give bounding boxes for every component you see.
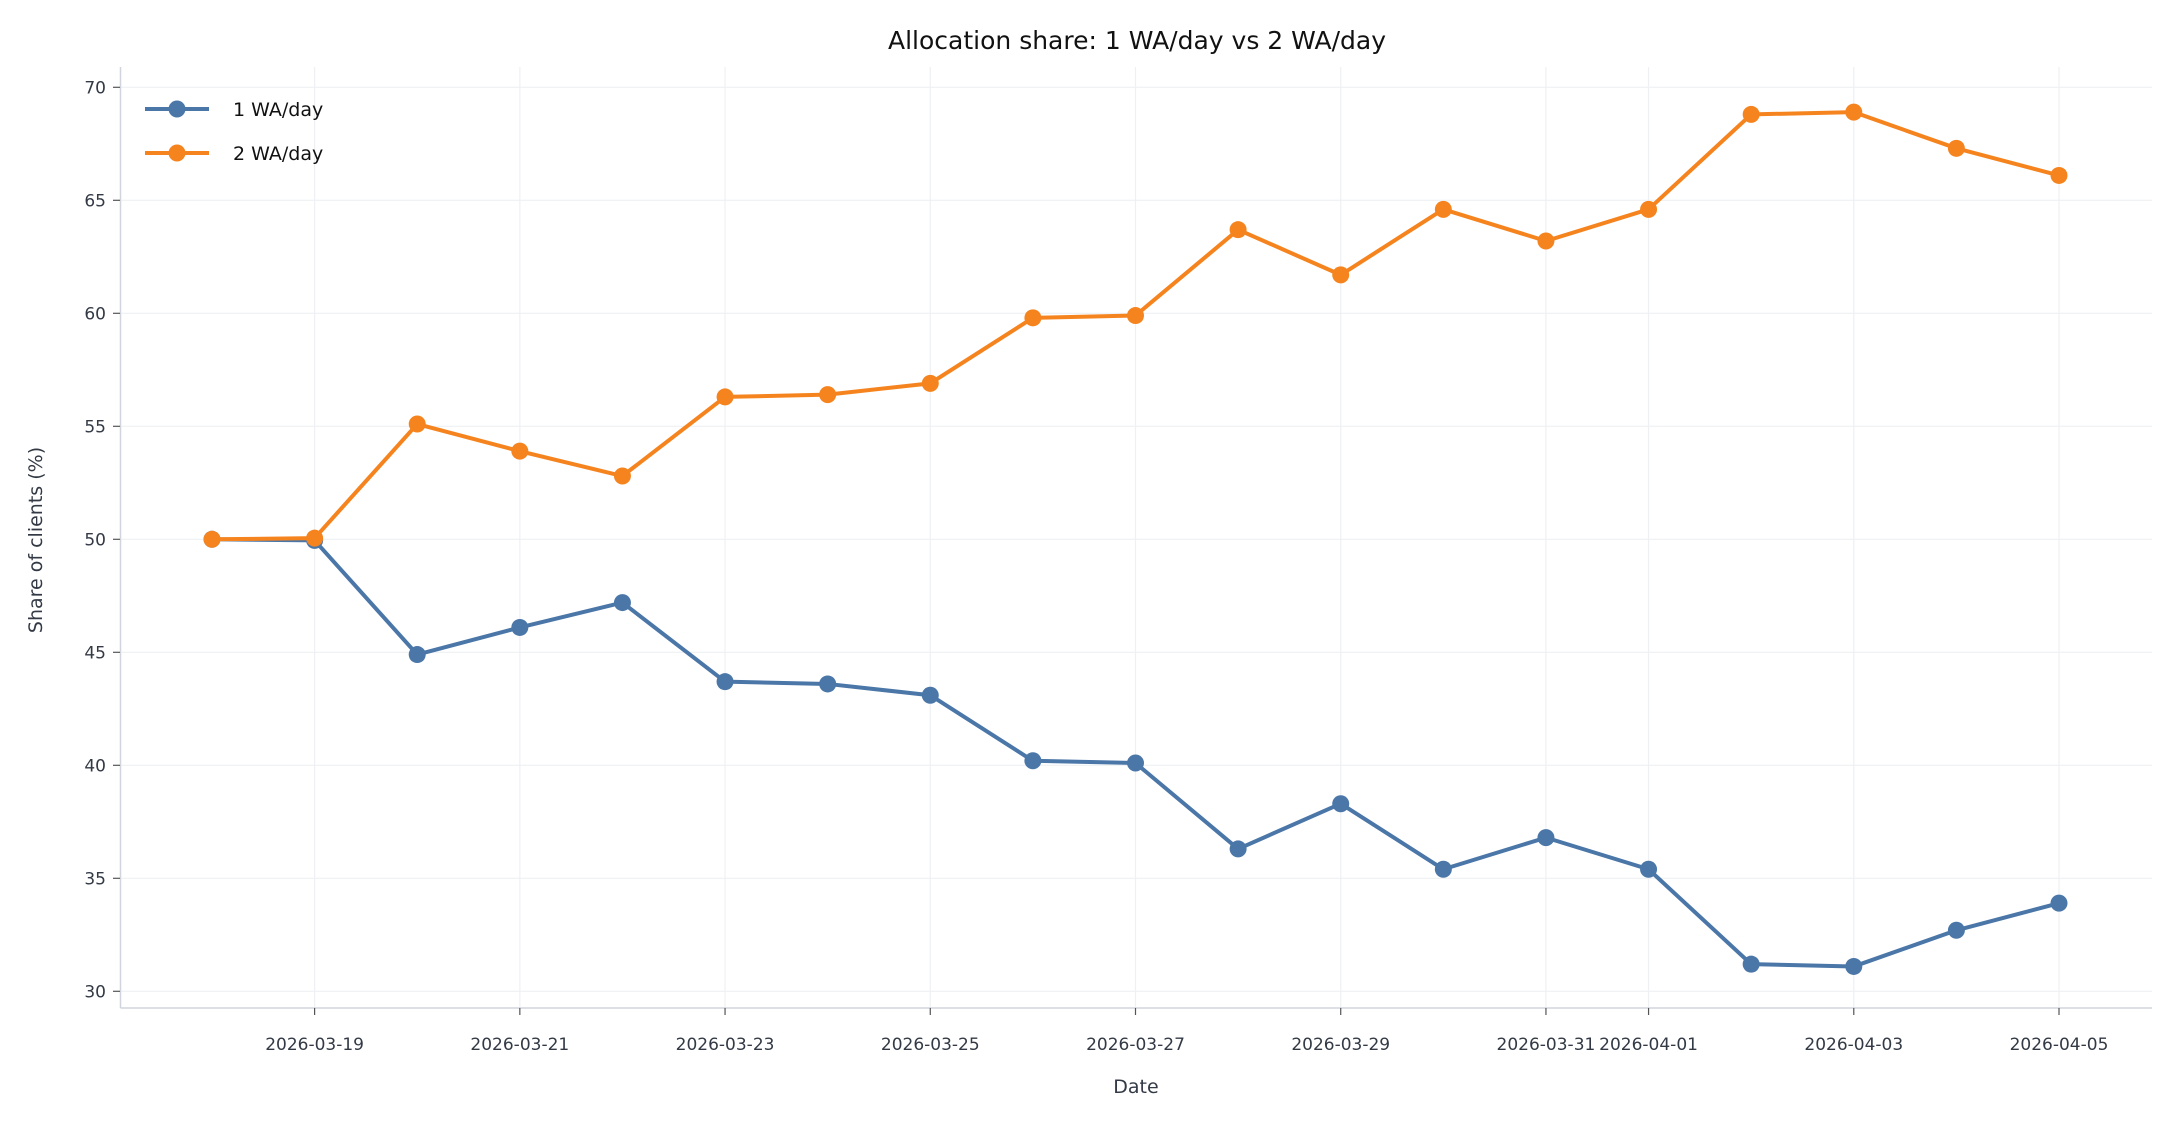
series-1 (203, 530, 2068, 975)
data-point (1845, 957, 1863, 975)
legend-marker (168, 100, 186, 118)
x-tick-label: 2026-04-01 (1599, 1035, 1698, 1055)
data-point (613, 467, 631, 485)
y-tick-label: 65 (84, 191, 106, 211)
y-tick-label: 50 (84, 530, 106, 550)
data-point (1845, 103, 1863, 121)
data-point (1332, 266, 1350, 284)
ticks: 30 35 40 45 50 55 60 65 70 2026-03-19 2026-03-21 20… (84, 78, 2108, 1055)
x-tick-label: 2026-04-03 (1804, 1035, 1903, 1055)
data-point (511, 618, 529, 636)
y-tick-label: 55 (84, 417, 106, 437)
legend-marker (168, 144, 186, 162)
data-point (1434, 200, 1452, 218)
x-tick-label: 2026-03-25 (881, 1035, 980, 1055)
series (203, 103, 2068, 975)
x-tick-label: 2026-03-31 (1497, 1035, 1596, 1055)
data-point (613, 594, 631, 612)
y-tick-label: 45 (84, 643, 106, 663)
data-point (203, 530, 221, 548)
data-point (921, 686, 939, 704)
x-tick-label: 2026-03-23 (676, 1035, 775, 1055)
data-point (2050, 166, 2068, 184)
y-tick-label: 40 (84, 756, 106, 776)
legend-label: 1 WA/day (233, 99, 323, 121)
data-point (511, 442, 529, 460)
data-point (408, 415, 426, 433)
data-point (1024, 752, 1042, 770)
data-point (1127, 307, 1144, 325)
y-tick-label: 60 (84, 304, 106, 324)
x-tick-label: 2026-03-19 (265, 1035, 364, 1055)
x-axis-label: Date (1113, 1076, 1158, 1098)
data-point (921, 374, 939, 392)
data-point (1024, 309, 1042, 327)
data-point (1947, 139, 1965, 157)
data-point (1332, 795, 1350, 813)
data-point (819, 675, 837, 693)
y-tick-label: 30 (84, 982, 106, 1002)
data-point (1742, 105, 1760, 123)
y-tick-label: 35 (84, 869, 106, 889)
data-point (1537, 829, 1555, 847)
chart-title: Allocation share: 1 WA/day vs 2 WA/day (888, 26, 1386, 55)
legend: 1 WA/day 2 WA/day (145, 99, 323, 165)
x-tick-label: 2026-03-29 (1291, 1035, 1390, 1055)
x-tick-label: 2026-04-05 (2010, 1035, 2109, 1055)
x-tick-label: 2026-03-21 (470, 1035, 569, 1055)
y-axis-label: Share of clients (%) (25, 447, 47, 633)
data-point (306, 529, 324, 547)
y-tick-label: 70 (84, 78, 106, 98)
x-tick-label: 2026-03-27 (1086, 1035, 1185, 1055)
legend-label: 2 WA/day (233, 143, 323, 165)
data-point (716, 388, 734, 406)
data-point (1640, 200, 1658, 218)
data-point (1229, 840, 1247, 858)
data-point (819, 386, 837, 404)
data-point (1537, 232, 1555, 250)
data-point (1127, 754, 1144, 772)
series-2 (203, 103, 2068, 548)
grid (121, 67, 2152, 1008)
data-point (2050, 894, 2068, 912)
data-point (1229, 221, 1247, 239)
data-point (408, 646, 426, 664)
data-point (1640, 860, 1658, 878)
data-point (1947, 921, 1965, 939)
data-point (716, 673, 734, 691)
data-point (1742, 955, 1760, 973)
data-point (1434, 860, 1452, 878)
